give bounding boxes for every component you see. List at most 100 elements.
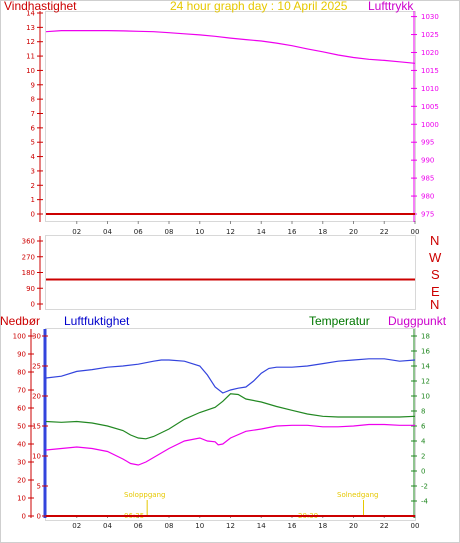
temp-axis-tick-label: 10 xyxy=(421,393,430,401)
p3-xaxis-tick-label: 08 xyxy=(165,522,174,530)
p3-xaxis-tick-label: 04 xyxy=(103,522,112,530)
wind-axis-tick-label: 2 xyxy=(31,182,35,190)
direction-axis-tick-label: 360 xyxy=(22,238,35,246)
pressure-axis-tick-label: 980 xyxy=(421,193,434,201)
wind-axis-tick-label: 8 xyxy=(31,96,35,104)
wind-axis-tick-label: 11 xyxy=(26,53,35,61)
wind-axis-tick-label: 3 xyxy=(31,167,35,175)
temp-axis-tick-label: 18 xyxy=(421,333,430,341)
direction-axis-tick-label: 180 xyxy=(22,269,35,277)
temperature-label: Temperatur xyxy=(309,314,370,328)
temperature-line xyxy=(45,393,416,440)
precip-axis-tick-label: 90 xyxy=(17,351,26,359)
wind-axis-tick-label: 4 xyxy=(31,153,36,161)
p3-xaxis-tick-label: 12 xyxy=(226,522,235,530)
temp-axis-tick-label: 2 xyxy=(421,453,425,461)
dir-w: W xyxy=(429,250,442,265)
p3-xaxis-tick-label: 10 xyxy=(195,522,204,530)
temp-axis-tick-label: 16 xyxy=(421,348,430,356)
p3-xaxis-tick-label: 22 xyxy=(380,522,389,530)
pressure-axis-tick-label: 1010 xyxy=(421,85,439,93)
wind-axis-tick-label: 10 xyxy=(26,67,35,75)
precip-axis-tick-label: 0 xyxy=(22,513,26,521)
p3-xaxis-tick-label: 00 xyxy=(411,522,420,530)
precip-axis-tick-label: 100 xyxy=(13,333,26,341)
temp-axis-tick-label: -2 xyxy=(421,483,428,491)
p3-xaxis-tick-label: 18 xyxy=(318,522,327,530)
dir-n-bottom: N xyxy=(430,297,439,312)
pressure-axis-tick-label: 1020 xyxy=(421,49,439,57)
pressure-axis-tick-label: 1005 xyxy=(421,103,439,111)
dir-s: S xyxy=(431,267,440,282)
pressure-axis-tick-label: 1015 xyxy=(421,67,439,75)
temp-axis-tick-label: 4 xyxy=(421,438,426,446)
pressure-axis-tick-label: 985 xyxy=(421,175,434,183)
pressure-axis-tick-label: 975 xyxy=(421,211,434,219)
temp-axis-tick-label: 12 xyxy=(421,378,430,386)
pressure-label: Lufttrykk xyxy=(368,0,414,13)
precip-axis-tick-label: 60 xyxy=(17,405,26,413)
p1-xaxis-tick-label: 14 xyxy=(257,228,266,236)
direction-axis-tick-label: 270 xyxy=(22,253,35,261)
p1-xaxis-tick-label: 06 xyxy=(134,228,143,236)
humidity-line xyxy=(45,358,416,394)
precip-axis-tick-label: 30 xyxy=(17,459,26,467)
dir-e: E xyxy=(431,284,440,299)
p1-xaxis-tick-label: 08 xyxy=(165,228,174,236)
pressure-axis-tick-label: 1030 xyxy=(421,13,439,21)
wind-axis-tick-label: 0 xyxy=(31,211,35,219)
humidity-axis-tick-label: 10 xyxy=(32,453,41,461)
dir-n-top: N xyxy=(430,233,439,248)
wind-axis-tick-label: 7 xyxy=(31,110,35,118)
temp-axis-tick-label: 6 xyxy=(421,423,426,431)
p1-xaxis-tick-label: 04 xyxy=(103,228,112,236)
p1-xaxis-tick-label: 20 xyxy=(349,228,358,236)
p1-xaxis-tick-label: 12 xyxy=(226,228,235,236)
dewpoint-label: Duggpunkt xyxy=(388,314,447,328)
sunrise-label: Soloppgang xyxy=(124,491,165,499)
pressure-axis-tick-label: 1025 xyxy=(421,31,439,39)
temp-axis-tick-label: -4 xyxy=(421,498,429,506)
panel-wind-direction xyxy=(45,235,416,310)
precip-axis-tick-label: 80 xyxy=(17,369,26,377)
direction-axis-tick-label: 90 xyxy=(26,285,35,293)
dewpoint-line xyxy=(45,423,415,466)
wind-axis-tick-label: 9 xyxy=(31,81,35,89)
p1-xaxis-tick-label: 00 xyxy=(411,228,420,236)
p1-xaxis-tick-label: 16 xyxy=(288,228,297,236)
wind-axis-tick-label: 12 xyxy=(26,38,35,46)
wind-axis-tick-label: 5 xyxy=(31,139,35,147)
temp-axis-tick-label: 14 xyxy=(421,363,430,371)
direction-axis-tick-label: 0 xyxy=(31,301,35,309)
p1-xaxis-tick-label: 18 xyxy=(318,228,327,236)
p3-xaxis-tick-label: 02 xyxy=(72,522,81,530)
pressure-axis-tick-label: 990 xyxy=(421,157,434,165)
p1-xaxis-tick-label: 10 xyxy=(195,228,204,236)
wind-axis-tick-label: 6 xyxy=(31,124,36,132)
precip-axis-tick-label: 10 xyxy=(17,495,26,503)
pressure-line xyxy=(45,30,416,64)
panel-wind-pressure xyxy=(45,11,416,222)
p1-xaxis-tick-label: 02 xyxy=(72,228,81,236)
chart-title: 24 hour graph day : 10 April 2025 xyxy=(170,0,348,13)
p3-xaxis-tick-label: 20 xyxy=(349,522,358,530)
pressure-axis-tick-label: 1000 xyxy=(421,121,439,129)
humidity-axis-tick-label: 5 xyxy=(37,483,41,491)
humidity-axis-tick-label: 20 xyxy=(32,393,41,401)
wind-speed-label: Vindhastighet xyxy=(4,0,77,13)
humidity-axis-tick-label: 0 xyxy=(37,513,41,521)
p3-xaxis-tick-label: 16 xyxy=(288,522,297,530)
sunset-label: Solnedgang xyxy=(337,491,378,499)
humidity-axis-tick-label: 30 xyxy=(32,333,41,341)
wind-axis-tick-label: 14 xyxy=(26,10,35,18)
precip-axis-tick-label: 40 xyxy=(17,441,26,449)
chart-marks: 0123456789101112131497598098599099510001… xyxy=(13,10,439,531)
pressure-axis-tick-label: 995 xyxy=(421,139,434,147)
precip-axis-tick-label: 20 xyxy=(17,477,26,485)
p3-xaxis-tick-label: 14 xyxy=(257,522,266,530)
precipitation-label: Nedbør xyxy=(0,314,40,328)
precip-axis-tick-label: 50 xyxy=(17,423,26,431)
humidity-axis-tick-label: 25 xyxy=(32,363,41,371)
